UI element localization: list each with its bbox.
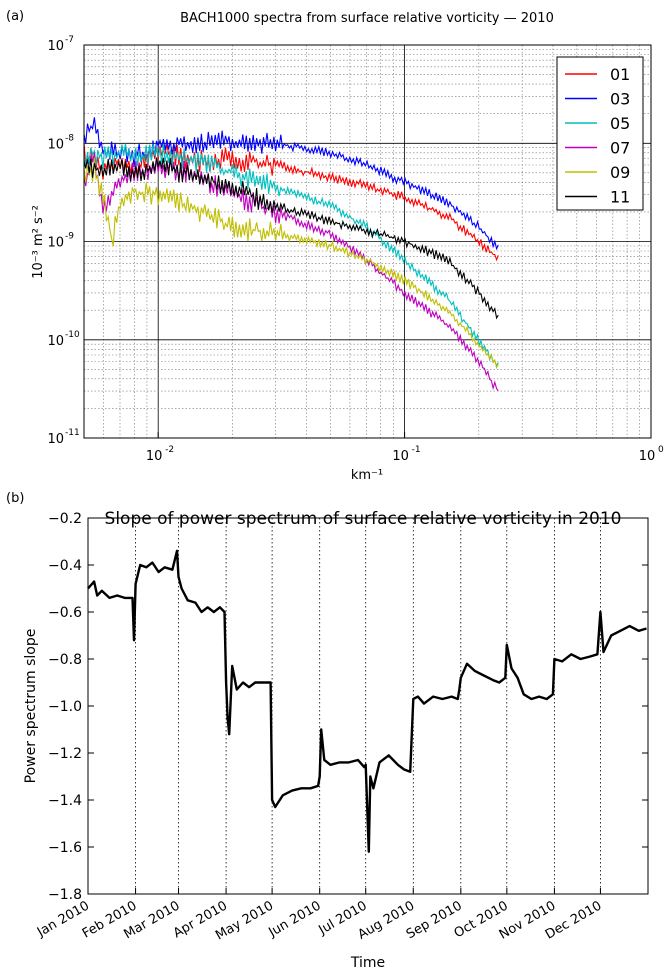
- y-tick-label: −1.4: [48, 793, 82, 809]
- panel-b-label: (b): [6, 491, 24, 506]
- spectra-y-axis-label: 10⁻³ m² s⁻²: [31, 205, 46, 279]
- spectrum-line-07: [83, 152, 499, 392]
- y-tick-label: 10: [47, 334, 64, 349]
- slope-x-axis-label: Time: [350, 955, 385, 971]
- y-tick-label: 10: [47, 236, 64, 251]
- slope-y-axis-label: Power spectrum slope: [23, 629, 39, 784]
- spectra-plot-frame: [83, 44, 652, 439]
- y-tick-exponent: -7: [65, 35, 74, 45]
- y-tick-label: −1.8: [48, 887, 82, 903]
- legend-label-07: 07: [610, 139, 630, 158]
- slope-line: [87, 549, 647, 853]
- spectra-legend: 01 03 05 07 09 11: [556, 56, 644, 211]
- y-tick-exponent: -9: [65, 232, 74, 242]
- spectrum-line-01: [83, 142, 499, 262]
- y-tick-label: −0.8: [48, 652, 82, 668]
- x-tick-exponent: 0: [658, 445, 664, 455]
- y-tick-label: −0.2: [48, 511, 82, 527]
- spectra-chart-title: BACH1000 spectra from surface relative v…: [180, 11, 554, 26]
- x-tick-label: 10: [639, 449, 656, 464]
- spectra-series-group: [83, 117, 499, 392]
- slope-tick-labels: −1.8−1.6−1.4−1.2−1.0−0.8−0.6−0.4−0.2Jan …: [34, 511, 648, 944]
- y-tick-label: 10: [47, 39, 64, 54]
- y-tick-label: 10: [47, 137, 64, 152]
- legend-label-05: 05: [610, 114, 630, 133]
- spectra-chart: (a) BACH1000 spectra from surface relati…: [6, 9, 664, 483]
- legend-box: [556, 56, 644, 211]
- legend-label-09: 09: [610, 163, 630, 182]
- x-tick-label: 10: [392, 449, 409, 464]
- x-tick-exponent: -2: [165, 445, 174, 455]
- y-tick-exponent: -11: [65, 428, 80, 438]
- y-tick-label: −1.0: [48, 699, 82, 715]
- slope-series-group: [87, 549, 647, 853]
- spectrum-line-05: [83, 143, 499, 368]
- y-tick-label: −1.6: [48, 840, 82, 856]
- legend-label-11: 11: [610, 188, 630, 207]
- spectra-x-axis-label: km⁻¹: [351, 468, 383, 483]
- spectrum-line-03: [83, 117, 499, 251]
- y-tick-label: −1.2: [48, 746, 82, 762]
- slope-chart-title: Slope of power spectrum of surface relat…: [105, 509, 622, 529]
- legend-label-03: 03: [610, 90, 630, 109]
- x-tick-label: Jun 2010: [265, 898, 323, 940]
- spectrum-line-09: [83, 157, 499, 370]
- spectrum-line-11: [83, 157, 499, 320]
- x-tick-exponent: -1: [412, 445, 421, 455]
- y-tick-exponent: -8: [65, 133, 74, 143]
- slope-chart: (b) Slope of power spectrum of surface r…: [6, 491, 649, 971]
- y-tick-label: −0.4: [48, 558, 82, 574]
- panel-a-label: (a): [6, 9, 24, 24]
- y-tick-label: 10: [47, 432, 64, 447]
- x-tick-label: 10: [146, 449, 163, 464]
- legend-label-01: 01: [610, 65, 630, 84]
- y-tick-exponent: -10: [65, 330, 80, 340]
- y-tick-label: −0.6: [48, 605, 82, 621]
